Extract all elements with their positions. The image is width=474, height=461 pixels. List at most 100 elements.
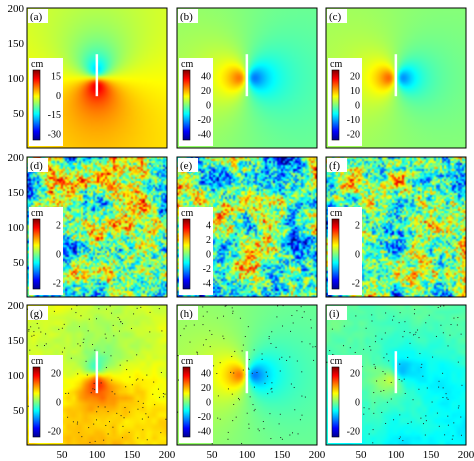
colorbar-tick-label: 20: [51, 369, 61, 380]
speckle: [137, 437, 139, 439]
speckle: [27, 405, 29, 407]
speckle: [92, 343, 94, 345]
speckle: [43, 344, 45, 346]
speckle: [104, 333, 106, 335]
speckle: [279, 358, 281, 360]
speckle: [36, 345, 38, 347]
speckle: [217, 417, 219, 419]
speckle: [211, 443, 213, 445]
speckle: [392, 319, 394, 321]
speckle: [374, 341, 376, 343]
fault-line: [95, 351, 99, 394]
speckle: [447, 345, 449, 347]
speckle: [111, 312, 113, 314]
speckle: [403, 378, 405, 380]
speckle: [86, 374, 88, 376]
fault-line: [245, 351, 249, 394]
speckle: [281, 438, 283, 440]
speckle: [428, 314, 430, 316]
speckle: [420, 417, 422, 419]
speckle: [76, 305, 78, 307]
speckle: [75, 312, 77, 314]
speckle: [219, 418, 221, 420]
x-tick-label: 200: [458, 449, 474, 461]
speckle: [227, 438, 229, 440]
speckle: [390, 381, 392, 383]
speckle: [223, 338, 225, 340]
speckle: [373, 363, 375, 365]
speckle: [114, 393, 116, 395]
speckle: [372, 442, 374, 444]
speckle: [217, 395, 219, 397]
speckle: [264, 382, 266, 384]
speckle: [446, 397, 448, 399]
speckle: [90, 392, 92, 394]
speckle: [116, 412, 118, 414]
speckle: [437, 306, 439, 308]
panel-f: (f) cm 2 0 -2: [325, 156, 467, 298]
speckle: [209, 330, 211, 332]
speckle: [373, 412, 375, 414]
speckle: [78, 432, 80, 434]
colorbar-tick-label: -20: [198, 115, 211, 126]
speckle: [442, 332, 444, 334]
colorbar-unit: cm: [181, 356, 193, 367]
colorbar-tick-label: -40: [198, 130, 211, 141]
speckle: [384, 373, 386, 375]
speckle: [103, 439, 105, 441]
y-tick-label: 150: [8, 38, 25, 50]
speckle: [142, 407, 144, 409]
speckle: [451, 438, 453, 440]
speckle: [301, 316, 303, 318]
speckle: [224, 305, 226, 307]
speckle: [235, 416, 237, 418]
speckle: [421, 363, 423, 365]
panel-i: (i) cm 20 0 -20: [325, 304, 467, 446]
panel-h: (h) cm 40 20 0 -20 -40: [176, 304, 318, 446]
speckle: [447, 415, 449, 417]
panel-c: (c) cm 20 10 0 -10 -20: [325, 7, 467, 149]
speckle: [110, 355, 112, 357]
speckle: [368, 408, 370, 410]
speckle: [242, 344, 244, 346]
speckle: [93, 423, 95, 425]
panel-label-bg: [178, 9, 198, 23]
speckle: [371, 320, 373, 322]
colorbar-unit: cm: [31, 59, 43, 70]
speckle: [393, 419, 395, 421]
x-tick-label: 150: [124, 449, 141, 461]
speckle: [231, 307, 233, 309]
speckle: [292, 432, 294, 434]
speckle: [105, 308, 107, 310]
colorbar-tick-label: 2: [206, 235, 211, 246]
speckle: [275, 346, 277, 348]
colorbar-unit: cm: [181, 208, 193, 219]
speckle: [98, 308, 100, 310]
speckle: [386, 353, 388, 355]
speckle: [301, 395, 303, 397]
speckle: [149, 311, 151, 313]
speckle: [133, 313, 135, 315]
speckle: [248, 423, 250, 425]
speckle: [249, 396, 251, 398]
speckle: [202, 306, 204, 308]
colorbar-unit: cm: [31, 208, 43, 219]
colorbar-unit: cm: [330, 59, 342, 70]
speckle: [33, 331, 35, 333]
colorbar-tick-label: 0: [56, 250, 61, 261]
colorbar-tick-label: -30: [48, 130, 61, 141]
speckle: [261, 353, 263, 355]
y-tick-label: 50: [13, 257, 25, 269]
speckle: [137, 400, 139, 402]
speckle: [268, 338, 270, 340]
speckle: [45, 333, 47, 335]
speckle: [85, 360, 87, 362]
speckle: [29, 349, 31, 351]
speckle: [349, 347, 351, 349]
panel-frame: [26, 304, 168, 446]
speckle: [77, 421, 79, 423]
speckle: [113, 335, 115, 337]
x-tick-label: 50: [207, 449, 219, 461]
colorbar-tick-label: -15: [48, 110, 61, 121]
speckle: [82, 342, 84, 344]
